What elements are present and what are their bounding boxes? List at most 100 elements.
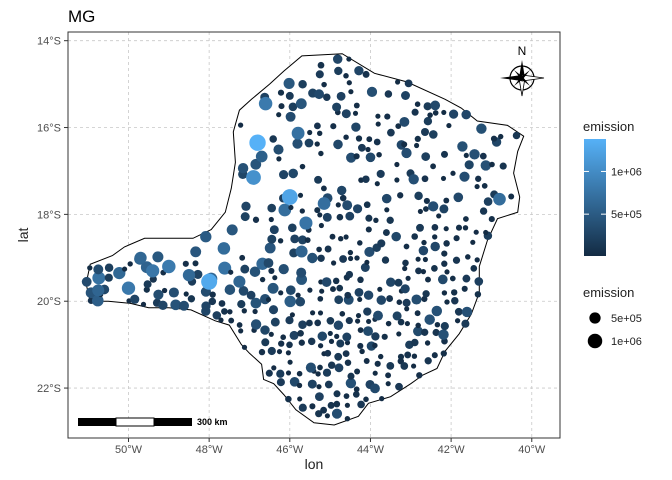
emission-point [347, 249, 354, 256]
emission-point [314, 141, 320, 147]
emission-point [127, 261, 133, 267]
emission-point [405, 275, 411, 281]
emission-point [352, 391, 360, 398]
emission-point [391, 231, 401, 242]
emission-point [408, 174, 419, 185]
emission-point [424, 314, 435, 325]
emission-point [324, 349, 332, 357]
emission-point [452, 256, 461, 264]
emission-point [358, 143, 366, 152]
emission-point [348, 89, 354, 95]
emission-point [413, 326, 423, 337]
emission-point [454, 307, 463, 316]
emission-point [342, 200, 353, 211]
emission-point [298, 339, 305, 346]
emission-point [290, 234, 300, 244]
emission-point [268, 267, 275, 274]
emission-point [332, 54, 343, 64]
emission-point [396, 299, 403, 305]
emission-point [402, 298, 411, 307]
emission-point [365, 152, 376, 163]
emission-point [421, 152, 431, 161]
emission-point [268, 305, 279, 315]
emission-point [226, 224, 238, 236]
emission-point [357, 342, 364, 349]
emission-point [365, 146, 371, 153]
emission-point [250, 297, 262, 309]
x-tick-label: 42°W [438, 444, 466, 456]
emission-point [343, 234, 349, 240]
emission-point [304, 138, 314, 148]
emission-point [463, 216, 469, 222]
emission-point [351, 122, 361, 132]
emission-point [449, 275, 456, 282]
emission-point [286, 341, 293, 349]
emission-point [297, 396, 303, 402]
emission-point [297, 329, 304, 337]
y-tick-label: 16°S [37, 123, 61, 135]
emission-point [441, 260, 448, 267]
emission-point [228, 317, 235, 324]
emission-point [414, 101, 421, 107]
emission-point [288, 168, 299, 179]
emission-point [357, 276, 364, 284]
emission-point [416, 372, 423, 379]
compass-north-needle-icon [519, 60, 525, 78]
emission-point [353, 102, 360, 109]
emission-point [263, 258, 274, 268]
x-axis: 50°W 48°W 46°W 44°W 42°W 40°W [115, 438, 546, 456]
emission-point [384, 90, 393, 98]
emission-point [363, 396, 369, 403]
emission-point [276, 156, 282, 162]
emission-point [152, 251, 164, 263]
emission-point [386, 362, 395, 370]
emission-point [321, 277, 332, 287]
emission-point [278, 340, 285, 347]
emission-point [87, 265, 93, 271]
emission-point [401, 147, 412, 159]
emission-point [344, 359, 352, 366]
emission-point [227, 309, 233, 315]
emission-point [366, 318, 372, 324]
emission-point [414, 142, 420, 149]
emission-point [418, 245, 429, 256]
emission-point [334, 295, 344, 305]
emission-point [289, 376, 300, 387]
size-legend-symbol [587, 333, 603, 349]
emission-point [395, 123, 402, 130]
emission-point [401, 91, 410, 100]
panel-border [67, 31, 561, 439]
emission-point [342, 350, 350, 357]
emission-point [440, 350, 447, 357]
emission-point [283, 77, 295, 89]
emission-point [394, 278, 403, 287]
emission-point [289, 330, 299, 340]
emission-point [404, 306, 410, 312]
emission-point [314, 207, 321, 214]
emission-point [338, 236, 344, 242]
emission-point [453, 235, 460, 242]
emission-point [448, 109, 459, 119]
emission-point [345, 317, 353, 325]
compass-ne-needle-icon [521, 70, 530, 79]
emission-point [218, 300, 226, 307]
emission-point [363, 201, 371, 209]
size-legend-entries: 5e+05 1e+06 [587, 312, 642, 349]
emission-point-large [233, 275, 246, 288]
emission-point [240, 264, 250, 274]
emission-point [307, 129, 313, 136]
emission-point [236, 322, 243, 328]
emission-point [304, 237, 311, 243]
emission-point [278, 290, 284, 296]
emission-point [443, 197, 450, 204]
emission-point [347, 372, 355, 380]
emission-point [354, 287, 364, 297]
emission-point [336, 213, 344, 221]
emission-point [404, 321, 410, 327]
emission-point-large [246, 170, 261, 185]
emission-point [440, 150, 449, 158]
emission-point [355, 135, 363, 142]
emission-point [469, 149, 480, 160]
emission-point [285, 395, 292, 403]
